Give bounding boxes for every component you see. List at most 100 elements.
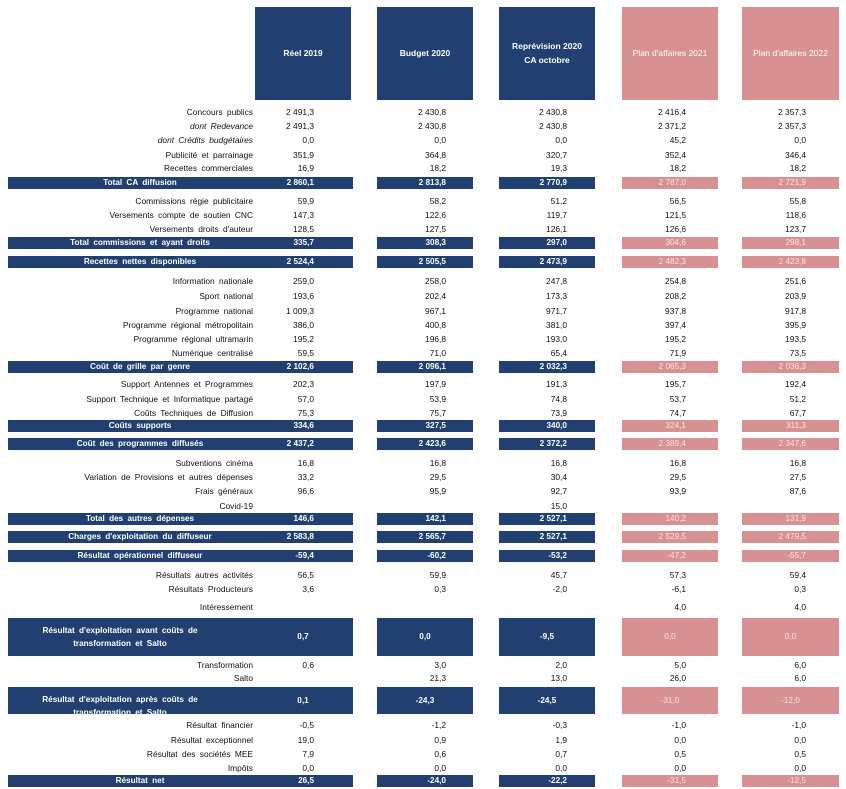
total-cell-background xyxy=(622,531,718,543)
cell-value: 71,0 xyxy=(429,348,446,358)
table-row: Résultat financier -0,5 -1,2 -0,3 -1,0 -1,0 xyxy=(0,719,846,731)
cell-value: 2 524,4 xyxy=(286,257,314,266)
cell-value: 2 491,3 xyxy=(286,121,314,131)
cell-value: 324,1 xyxy=(665,421,687,430)
row-label: Information nationale xyxy=(172,276,253,286)
cell-value: 15,0 xyxy=(550,501,567,511)
total-row: Résultat net 26,5 -24,0 -22,2 -31,5 -12,5 xyxy=(0,775,846,787)
total-row: Coût des programmes diffusés 2 437,2 2 423… xyxy=(0,438,846,450)
cell-value: 2 423,6 xyxy=(418,439,446,448)
cell-value: 74,7 xyxy=(669,408,686,418)
cell-value: 0,0 xyxy=(794,735,806,745)
cell-value: 51,2 xyxy=(789,394,806,404)
cell-value: 2 430,8 xyxy=(418,107,446,117)
total-cell-background xyxy=(622,438,718,450)
cell-value: 259,0 xyxy=(293,276,314,286)
total-cell-background xyxy=(622,256,718,268)
row-label: Résultat des sociétés MEE xyxy=(146,749,253,759)
row-label: Publicité et parrainage xyxy=(165,150,253,160)
cell-value: 26,5 xyxy=(298,776,314,785)
cell-value: 2 527,1 xyxy=(539,532,567,541)
total-row-band xyxy=(8,177,353,189)
total-cell-background xyxy=(742,237,839,249)
cell-value: 2 813,8 xyxy=(418,178,446,187)
row-label: Subventions cinéma xyxy=(175,458,253,468)
total-cell-background xyxy=(377,513,473,525)
cell-value: 73,5 xyxy=(789,348,806,358)
cell-value: 173,3 xyxy=(546,291,567,301)
cell-value: 2 102,6 xyxy=(286,362,314,371)
cell-value: 340,0 xyxy=(546,421,568,430)
cell-value: 191,3 xyxy=(546,379,567,389)
cell-value: 142,1 xyxy=(425,514,447,523)
total-cell-background xyxy=(499,513,595,525)
cell-value: 0,5 xyxy=(794,749,806,759)
cell-value: 19,0 xyxy=(297,735,314,745)
cell-value: -0,3 xyxy=(552,720,567,730)
cell-value: 71,9 xyxy=(669,348,686,358)
cell-value: 2 721,9 xyxy=(778,178,806,187)
total-cell-background xyxy=(742,256,839,268)
cell-value: 193,6 xyxy=(293,291,314,301)
cell-value: 196,8 xyxy=(425,334,446,344)
cell-value: 0,0 xyxy=(794,763,806,773)
cell-value: 16,8 xyxy=(550,458,567,468)
cell-value: 0,7 xyxy=(297,632,309,641)
table-row: Sport national 193,6 202,4 173,3 208,2 203,9 xyxy=(0,290,846,302)
total-cell-background xyxy=(499,550,595,562)
cell-value: 0,3 xyxy=(794,584,806,594)
cell-value: 119,7 xyxy=(546,210,567,220)
total-cell-background xyxy=(499,687,595,714)
total-cell-background xyxy=(622,775,718,787)
cell-value: 386,0 xyxy=(293,320,314,330)
table-row: Résultats Producteurs 3,6 0,3 -2,0 -6,1 0,3 xyxy=(0,583,846,595)
cell-value: 2 565,7 xyxy=(418,532,446,541)
total-row-band xyxy=(8,550,353,562)
total-row-band xyxy=(8,256,353,268)
cell-value: 2 473,9 xyxy=(539,257,567,266)
cell-value: 0,0 xyxy=(555,763,567,773)
cell-value: 58,2 xyxy=(429,196,446,206)
cell-value: 2 505,5 xyxy=(418,257,446,266)
row-label: Transformation xyxy=(196,660,253,670)
cell-value: 311,3 xyxy=(786,421,806,430)
cell-value: 0,0 xyxy=(794,135,806,145)
row-label: Recettes commerciales xyxy=(163,163,253,173)
cell-value: 2 357,3 xyxy=(778,121,806,131)
cell-value: 917,8 xyxy=(785,306,806,316)
total-cell-background xyxy=(377,531,473,543)
cell-value: -1,0 xyxy=(671,720,686,730)
total-row-band xyxy=(8,513,353,525)
table-row: Transformation 0,6 3,0 2,0 5,0 6,0 xyxy=(0,659,846,671)
cell-value: 33,2 xyxy=(297,472,314,482)
total-cell-background xyxy=(377,237,473,249)
total-cell-background xyxy=(742,177,839,189)
row-label: Programme national xyxy=(175,306,253,316)
cell-value: 0,7 xyxy=(555,749,567,759)
cell-value: 2 430,8 xyxy=(539,107,567,117)
cell-value: 75,3 xyxy=(297,408,314,418)
cell-value: 2 583,8 xyxy=(286,532,314,541)
total-cell-background xyxy=(499,775,595,787)
row-label: Résultat d'exploitation avant coûts de t… xyxy=(42,626,198,648)
cell-value: 2 787,0 xyxy=(658,178,686,187)
row-label: Programme régional métropolitain xyxy=(122,320,253,330)
row-label: Covid-19 xyxy=(219,501,253,511)
cell-value: 56,5 xyxy=(669,196,686,206)
total-cell-background xyxy=(499,420,595,432)
cell-value: -53,2 xyxy=(548,551,567,560)
cell-value: -2,0 xyxy=(552,584,567,594)
cell-value: 2,0 xyxy=(555,660,567,670)
table-row: Salto 21,3 13,0 26,0 6,0 xyxy=(0,672,846,684)
cell-value: 351,9 xyxy=(293,150,314,160)
total-row: Total CA diffusion 2 860,1 2 813,8 2 770,9 2… xyxy=(0,177,846,189)
cell-value: 297,0 xyxy=(546,238,568,247)
cell-value: 56,5 xyxy=(297,570,314,580)
cell-value: -24,0 xyxy=(427,776,446,785)
total-row-band xyxy=(8,531,353,543)
cell-value: 131,9 xyxy=(785,514,807,523)
row-label: Programme régional ultramarin xyxy=(133,334,253,344)
cell-value: 1,9 xyxy=(555,735,567,745)
table-row: Publicité et parrainage 351,9 364,8 320,7 35… xyxy=(0,149,846,161)
row-label: Total CA diffusion xyxy=(103,178,177,187)
